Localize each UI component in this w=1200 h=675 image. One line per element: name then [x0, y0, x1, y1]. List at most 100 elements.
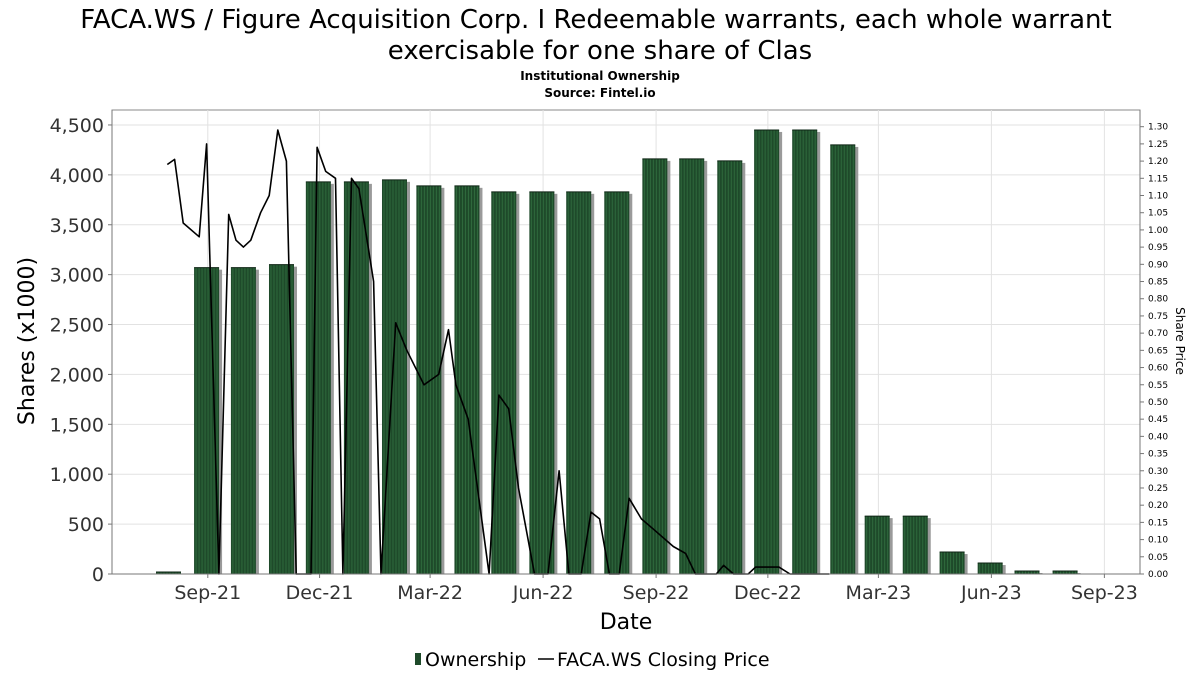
y-tick-label: 1,000 — [50, 464, 104, 486]
ownership-bar — [604, 191, 630, 574]
y2-tick-label: 0.80 — [1148, 295, 1168, 305]
bar-body — [416, 185, 442, 575]
y2-tick-label: 1.10 — [1148, 192, 1168, 202]
legend-ownership-swatch — [415, 653, 421, 665]
y2-tick-label: 0.25 — [1148, 484, 1168, 494]
x-tick-label: Sep-21 — [174, 582, 241, 604]
bar-body — [454, 185, 480, 575]
bar-body — [902, 516, 928, 574]
y-axis-label: Shares (x1000) — [15, 257, 40, 425]
ownership-bar — [792, 129, 818, 575]
bar-body — [1014, 571, 1040, 574]
ownership-bar — [939, 551, 965, 574]
y-tick-label: 3,000 — [50, 265, 104, 287]
x-tick-label: Dec-22 — [734, 582, 802, 604]
plot-area: 0 500 1,000 1,500 2,000 2,500 3,000 3,500 4,000 4… — [50, 109, 1168, 604]
x-tick-label: Jun-22 — [512, 582, 574, 604]
bar-body — [864, 516, 890, 574]
y2-tick-label: 0.50 — [1148, 398, 1168, 408]
bar-body — [305, 181, 331, 574]
y-tick-label: 3,500 — [50, 215, 104, 237]
ownership-bar — [230, 267, 256, 574]
y2-tick-label: 1.25 — [1148, 140, 1168, 150]
bar-body — [529, 191, 555, 574]
chart-title: FACA.WS / Figure Acquisition Corp. I Red… — [80, 5, 1111, 35]
x-tick-label: Jun-23 — [960, 582, 1022, 604]
y-tick-label: 1,500 — [50, 414, 104, 436]
y2-tick-label: 0.10 — [1148, 536, 1168, 546]
y2-tick-label: 0.00 — [1148, 570, 1168, 580]
y2-tick-label: 0.20 — [1148, 501, 1168, 511]
legend: Ownership FACA.WS Closing Price — [415, 649, 770, 671]
bar-body — [642, 158, 668, 574]
bar-body — [754, 129, 780, 575]
x-axis-label: Date — [600, 610, 653, 635]
y-tick-label: 4,000 — [50, 165, 104, 187]
legend-ownership-label: Ownership — [425, 649, 526, 671]
bar-body — [792, 129, 818, 575]
y-tick-label: 2,000 — [50, 364, 104, 386]
y2-tick-label: 0.45 — [1148, 415, 1168, 425]
bar-body — [830, 144, 856, 574]
y2-tick-label: 0.05 — [1148, 553, 1168, 563]
y2-tick-label: 0.70 — [1148, 329, 1168, 339]
y2-tick-label: 1.15 — [1148, 174, 1168, 184]
ownership-bar — [194, 267, 220, 574]
ownership-bar — [902, 515, 928, 574]
x-tick-label: Dec-21 — [286, 582, 354, 604]
y2-axis-label: Share Price — [1173, 307, 1187, 375]
ownership-bar — [830, 144, 856, 574]
bar-body — [491, 191, 517, 574]
bar-body — [717, 160, 743, 574]
bar-body — [939, 552, 965, 574]
y2-tick-label: 1.05 — [1148, 209, 1168, 219]
y2-tick-label: 0.95 — [1148, 243, 1168, 253]
bar-body — [566, 191, 592, 574]
y2-tick-label: 1.20 — [1148, 157, 1168, 167]
y2-tick-label: 0.15 — [1148, 518, 1168, 528]
price-line — [166, 129, 830, 575]
ownership-bar — [754, 129, 780, 575]
bar-body — [604, 191, 630, 574]
y2-tick-label: 1.00 — [1148, 226, 1168, 236]
ownership-bar — [305, 181, 331, 574]
ownership-bar — [642, 158, 668, 574]
y2-tick-label: 0.40 — [1148, 432, 1168, 442]
bar-body — [381, 179, 407, 574]
ownership-bar — [529, 191, 555, 574]
y2-tick-label: 0.90 — [1148, 260, 1168, 270]
y2-tick-label: 0.55 — [1148, 381, 1168, 391]
y-tick-label: 4,500 — [50, 115, 104, 137]
y2-tick-label: 0.60 — [1148, 364, 1168, 374]
chart-source: Source: Fintel.io — [544, 86, 655, 100]
y2-tick-label: 0.65 — [1148, 346, 1168, 356]
bar-body — [343, 181, 369, 574]
ownership-bar — [977, 562, 1003, 574]
bar-body — [1052, 571, 1078, 574]
ownership-bar — [343, 181, 369, 574]
ownership-bar — [268, 264, 294, 574]
y2-tick-label: 0.35 — [1148, 450, 1168, 460]
ownership-bar — [717, 160, 743, 574]
x-tick-label: Mar-23 — [846, 582, 912, 604]
y2-tick-label: 0.85 — [1148, 278, 1168, 288]
x-tick-label: Sep-22 — [623, 582, 690, 604]
ownership-bar — [491, 191, 517, 574]
y2-tick-label: 0.75 — [1148, 312, 1168, 322]
bar-body — [230, 267, 256, 574]
x-tick-label: Sep-23 — [1071, 582, 1138, 604]
y2-tick-label: 1.30 — [1148, 123, 1168, 133]
legend-price-label: FACA.WS Closing Price — [557, 649, 770, 671]
chart-subtitle: Institutional Ownership — [520, 69, 680, 83]
y-tick-label: 2,500 — [50, 315, 104, 337]
ownership-bar — [381, 179, 407, 574]
chart-title-line2: exercisable for one share of Clas — [388, 36, 812, 66]
ownership-bar — [454, 185, 480, 575]
ownership-bar — [416, 185, 442, 575]
bar-body — [155, 572, 181, 574]
bar-body — [194, 267, 220, 574]
ownership-bar — [679, 158, 705, 574]
ownership-bar — [864, 515, 890, 574]
bar-body — [977, 563, 1003, 574]
